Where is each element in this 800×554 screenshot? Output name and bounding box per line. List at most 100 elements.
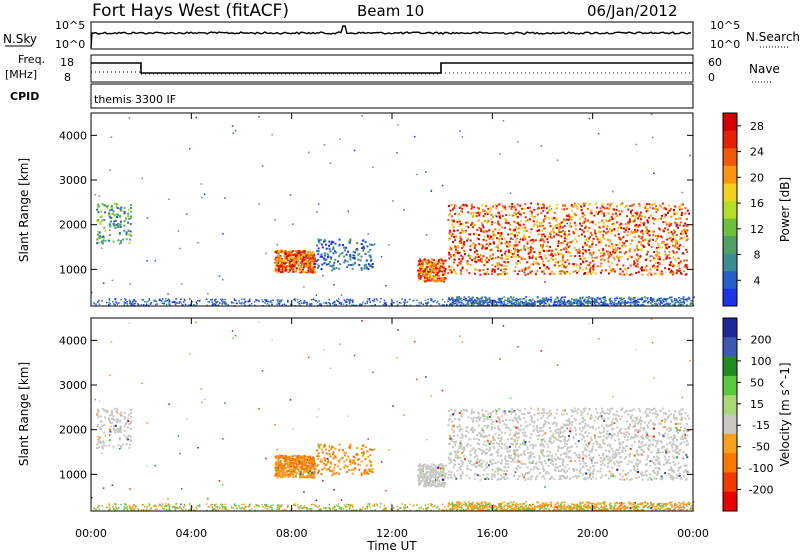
power-cell (371, 263, 374, 265)
power-cell (636, 263, 639, 266)
velocity-cell (281, 471, 284, 474)
power-cell (490, 258, 493, 261)
velocity-cell (298, 456, 301, 459)
power-cell (563, 271, 566, 274)
power-cell (619, 238, 622, 241)
power-cell (540, 244, 542, 247)
power-cell (114, 299, 117, 301)
velocity-cell (646, 437, 649, 439)
power-cell (636, 254, 639, 257)
power-cell (656, 250, 659, 253)
power-cell (635, 223, 638, 226)
velocity-cell (97, 410, 100, 413)
cpid-panel: CPID themis 3300 IF (10, 83, 694, 109)
power-cell (493, 242, 496, 245)
power-cell (542, 220, 545, 223)
power-cell (674, 230, 676, 233)
velocity-cell (302, 471, 305, 474)
power-cell (485, 261, 488, 264)
power-cell (651, 300, 653, 302)
velocity-cell (365, 471, 368, 474)
power-cell (550, 272, 553, 275)
power-cell (130, 234, 133, 237)
power-cell (215, 298, 217, 300)
power-cell (521, 270, 524, 272)
power-cell (502, 271, 505, 274)
power-cell (500, 257, 502, 260)
colorbar-swatch (723, 218, 737, 237)
velocity-cell (617, 452, 620, 454)
power-cell (610, 300, 613, 302)
velocity-cell (471, 429, 474, 432)
power-cell (478, 242, 481, 245)
power-cell (298, 261, 301, 264)
power-cell (511, 253, 514, 256)
power-cell (633, 219, 636, 222)
power-cell (679, 244, 682, 246)
power-cell (327, 254, 330, 257)
power-cell (594, 256, 596, 259)
power-cell (482, 238, 485, 241)
power-cell (98, 303, 101, 305)
power-cell (483, 235, 486, 238)
power-cell (492, 304, 495, 306)
velocity-cell (363, 452, 365, 455)
power-cell (653, 251, 656, 253)
power-cell (471, 226, 474, 229)
power-cell (548, 249, 551, 252)
velocity-cell (277, 470, 280, 473)
power-cell (670, 223, 672, 226)
velocity-cell (304, 462, 307, 465)
power-cell (640, 303, 643, 306)
power-cell (607, 272, 610, 275)
power-cell (101, 242, 104, 245)
power-cell (505, 214, 508, 216)
velocity-cell (625, 409, 628, 412)
power-cell (325, 247, 328, 250)
power-cell (609, 238, 612, 241)
colorbar-swatch (723, 113, 737, 131)
power-cell (486, 298, 489, 301)
power-cell (608, 255, 611, 258)
power-cell (593, 298, 596, 300)
power-cell (417, 278, 420, 281)
power-cell (558, 301, 560, 303)
velocity-cell (371, 449, 374, 451)
power-cell (365, 267, 368, 270)
power-cell (549, 233, 552, 236)
power-cell (535, 221, 538, 224)
power-cell (101, 300, 103, 302)
power-cell (669, 236, 672, 239)
power-cell (438, 303, 441, 305)
power-cell (532, 225, 535, 227)
velocity-cell (129, 428, 132, 430)
power-cell (501, 270, 504, 273)
power-cell (345, 304, 348, 306)
power-cell (566, 265, 569, 268)
power-cell (668, 225, 671, 227)
power-cell (318, 300, 320, 302)
power-cell (150, 302, 153, 304)
power-cell (546, 250, 549, 252)
velocity-cell (370, 464, 373, 466)
power-cell (551, 236, 553, 239)
power-cell (635, 230, 638, 233)
power-cell (507, 302, 509, 305)
power-cell (119, 240, 122, 243)
power-cell (489, 256, 491, 259)
power-cell (117, 223, 120, 226)
power-cell (115, 223, 118, 226)
power-cell (567, 299, 570, 302)
power-cell (544, 281, 546, 283)
power-cell (346, 260, 349, 263)
power-cell (514, 241, 517, 244)
power-cell (588, 203, 591, 206)
power-cell (513, 247, 516, 250)
velocity-cell (283, 460, 286, 463)
power-cell (675, 241, 678, 244)
power-cell (634, 217, 637, 220)
power-cell (490, 249, 493, 251)
power-cell (439, 278, 442, 281)
power-cell (541, 299, 544, 301)
